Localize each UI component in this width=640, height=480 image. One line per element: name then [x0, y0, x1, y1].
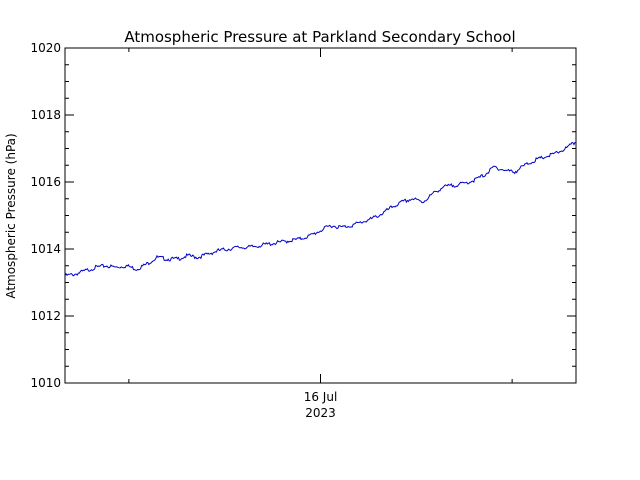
chart-title: Atmospheric Pressure at Parkland Seconda…: [124, 28, 515, 46]
y-tick-label: 1020: [30, 41, 61, 55]
y-tick-label: 1016: [30, 175, 61, 189]
y-tick-label: 1012: [30, 309, 61, 323]
x-tick-label-year: 2023: [305, 406, 336, 420]
y-axis-label: Atmospheric Pressure (hPa): [4, 133, 18, 298]
series-layer: [64, 141, 577, 277]
y-tick-label: 1014: [30, 242, 61, 256]
y-tick-label: 1010: [30, 376, 61, 390]
axes: [64, 47, 577, 384]
y-tick-label: 1018: [30, 108, 61, 122]
pressure-series-line: [64, 141, 577, 277]
x-tick-label-day: 16 Jul: [304, 390, 338, 404]
tick-labels: 1010 1012 1014 1016 1018 1020 16 Jul 2023: [30, 41, 337, 420]
